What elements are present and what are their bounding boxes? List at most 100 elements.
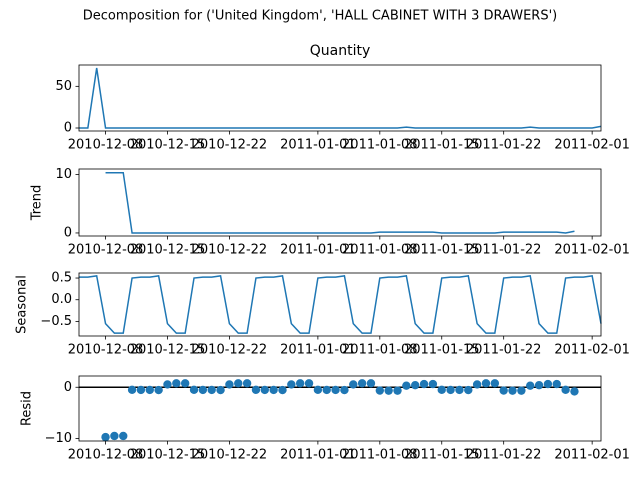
y-axis-label: Resid xyxy=(20,391,35,426)
x-tick-label: 2011-01-22 xyxy=(466,243,542,258)
data-point xyxy=(517,386,526,395)
data-point xyxy=(198,385,208,395)
y-tick-label: 0 xyxy=(64,380,72,395)
data-point xyxy=(234,379,243,388)
axes-frame xyxy=(78,168,602,237)
x-tick-label: 2011-02-01 xyxy=(554,138,630,153)
data-point xyxy=(242,379,252,388)
x-tick-label: 2011-01-22 xyxy=(466,448,542,463)
data-point xyxy=(357,379,367,388)
axes-frame xyxy=(78,375,602,442)
x-tick-label: 2011-01-15 xyxy=(404,343,480,358)
x-tick-label: 2010-12-15 xyxy=(130,138,206,153)
data-point xyxy=(366,379,376,388)
x-tick-label: 2011-02-01 xyxy=(554,448,630,463)
y-axis-label: Seasonal xyxy=(15,275,30,334)
data-point xyxy=(260,385,269,395)
data-point xyxy=(295,379,305,388)
data-point xyxy=(543,379,553,389)
x-tick-label: 2011-01-08 xyxy=(342,138,418,153)
x-tick-label: 2010-12-15 xyxy=(130,343,206,358)
x-tick-label: 2011-01-08 xyxy=(342,343,418,358)
x-tick-label: 2011-01-01 xyxy=(280,448,356,463)
data-point xyxy=(375,386,385,395)
x-tick-label: 2011-01-22 xyxy=(466,138,542,153)
y-tick-label: 50 xyxy=(55,79,72,94)
axes-frame xyxy=(78,64,602,132)
data-point xyxy=(127,385,137,395)
data-point xyxy=(207,385,216,395)
data-point xyxy=(428,379,438,389)
data-point xyxy=(189,385,199,395)
y-axis-label: Trend xyxy=(30,185,45,222)
data-line xyxy=(79,67,602,129)
x-tick-label: 2011-01-15 xyxy=(404,448,480,463)
data-point xyxy=(101,432,110,442)
data-point xyxy=(180,379,190,388)
data-point xyxy=(508,386,517,395)
y-tick-label: −10 xyxy=(45,431,72,446)
data-point xyxy=(499,386,508,395)
x-tick-label: 2010-12-08 xyxy=(68,138,144,153)
y-tick-label: 10 xyxy=(55,167,72,182)
data-point xyxy=(225,380,234,389)
x-tick-label: 2011-01-22 xyxy=(466,343,542,358)
x-tick-label: 2011-01-08 xyxy=(342,448,418,463)
y-tick-label: 0 xyxy=(64,225,72,240)
data-point xyxy=(419,379,429,389)
data-point xyxy=(455,385,464,395)
data-point xyxy=(304,379,314,388)
x-tick-label: 2010-12-08 xyxy=(68,448,144,463)
x-tick-label: 2010-12-08 xyxy=(68,243,144,258)
data-point xyxy=(313,385,323,395)
data-point xyxy=(437,385,446,395)
data-point xyxy=(526,381,535,390)
data-line xyxy=(105,171,575,234)
data-point xyxy=(411,380,420,390)
y-tick-label: 0.0 xyxy=(51,292,72,307)
data-point xyxy=(154,385,163,395)
x-tick-label: 2011-02-01 xyxy=(554,243,630,258)
data-point xyxy=(349,380,358,389)
data-point xyxy=(393,386,402,395)
data-point xyxy=(340,385,349,395)
y-tick-label: 0.5 xyxy=(51,271,72,286)
x-tick-label: 2010-12-22 xyxy=(192,343,268,358)
x-tick-label: 2011-01-01 xyxy=(280,138,356,153)
data-point xyxy=(402,381,411,390)
data-point xyxy=(570,387,579,396)
data-point xyxy=(163,380,172,389)
data-point xyxy=(552,379,561,389)
figure-title: Decomposition for ('United Kingdom', 'HA… xyxy=(83,9,557,24)
x-tick-label: 2011-01-08 xyxy=(342,243,418,258)
data-point xyxy=(481,379,491,388)
data-point xyxy=(446,385,455,395)
data-point xyxy=(464,385,473,395)
y-tick-label: 0 xyxy=(64,121,72,136)
axes-frame xyxy=(78,272,602,337)
axes-title: Quantity xyxy=(310,43,371,59)
data-point xyxy=(110,431,119,441)
data-point xyxy=(269,385,278,395)
data-point xyxy=(561,385,570,395)
data-line xyxy=(79,275,602,334)
y-tick-label: −0.5 xyxy=(40,314,72,329)
x-tick-label: 2011-01-15 xyxy=(404,138,480,153)
data-point xyxy=(278,385,287,395)
data-point xyxy=(216,385,225,395)
x-tick-label: 2010-12-22 xyxy=(192,243,268,258)
x-tick-label: 2011-01-15 xyxy=(404,243,480,258)
x-tick-label: 2010-12-22 xyxy=(192,138,268,153)
x-tick-label: 2010-12-15 xyxy=(130,448,206,463)
x-tick-label: 2010-12-22 xyxy=(192,448,268,463)
data-point xyxy=(119,431,128,441)
data-point xyxy=(384,386,393,395)
data-point xyxy=(331,385,340,395)
x-tick-label: 2011-01-01 xyxy=(280,243,356,258)
data-point xyxy=(322,385,331,395)
data-point xyxy=(251,385,261,395)
data-point xyxy=(472,380,482,389)
x-tick-label: 2011-01-01 xyxy=(280,343,356,358)
x-tick-label: 2010-12-15 xyxy=(130,243,206,258)
